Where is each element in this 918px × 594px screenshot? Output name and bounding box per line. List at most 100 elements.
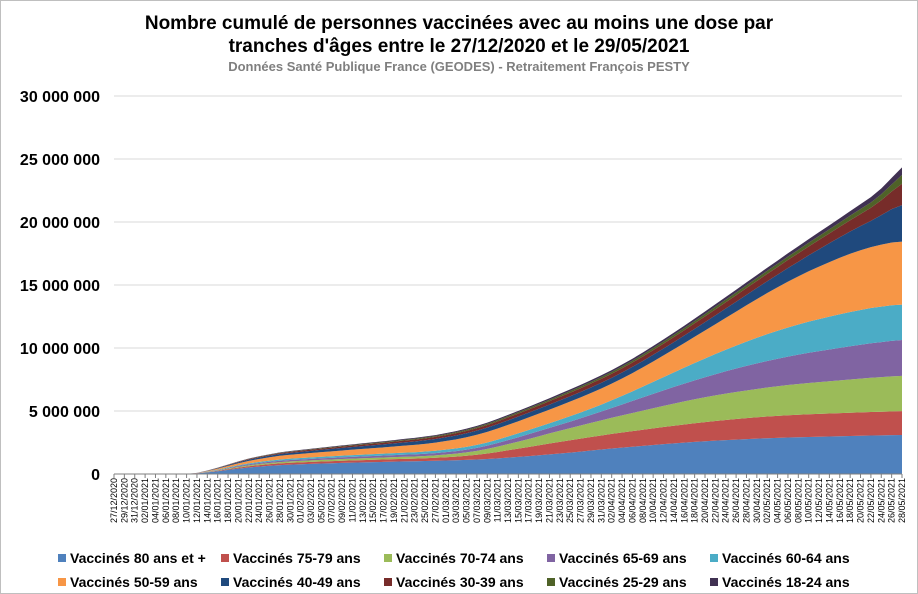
x-tick-label: 30/01/2021 [285, 478, 295, 523]
legend-swatch [221, 554, 229, 562]
legend-swatch [710, 554, 718, 562]
legend-item: Vaccinés 65-69 ans [547, 550, 710, 566]
x-tick-label: 13/02/2021 [358, 478, 368, 523]
x-tick-label: 27/03/2021 [576, 478, 586, 523]
x-tick-label: 20/01/2021 [233, 478, 243, 523]
y-tick-label: 20 000 000 [20, 215, 100, 232]
x-tick-label: 31/03/2021 [596, 478, 606, 523]
y-tick-label: 10 000 000 [20, 341, 100, 358]
x-tick-label: 26/01/2021 [265, 478, 275, 523]
legend-label: Vaccinés 30-39 ans [396, 574, 524, 590]
x-tick-label: 26/04/2021 [731, 478, 741, 523]
x-tick-label: 22/05/2021 [866, 478, 876, 523]
x-tick-label: 24/05/2021 [876, 478, 886, 523]
legend-item: Vaccinés 30-39 ans [384, 574, 547, 590]
x-tick-label: 22/01/2021 [244, 478, 254, 523]
x-tick-label: 16/05/2021 [835, 478, 845, 523]
x-tick-label: 14/04/2021 [669, 478, 679, 523]
x-tick-label: 26/05/2021 [887, 478, 897, 523]
x-tick-label: 13/03/2021 [503, 478, 513, 523]
legend-label: Vaccinés 75-79 ans [233, 550, 361, 566]
x-tick-label: 12/05/2021 [814, 478, 824, 523]
x-tick-label: 04/05/2021 [773, 478, 783, 523]
x-tick-label: 29/03/2021 [586, 478, 596, 523]
legend-label: Vaccinés 50-59 ans [70, 574, 198, 590]
x-tick-label: 07/02/2021 [327, 478, 337, 523]
legend-item: Vaccinés 25-29 ans [547, 574, 710, 590]
x-tick-label: 19/02/2021 [389, 478, 399, 523]
chart-legend: Vaccinés 80 ans et + Vaccinés 75-79 ans … [58, 546, 908, 594]
x-tick-label: 24/04/2021 [721, 478, 731, 523]
x-tick-label: 30/04/2021 [752, 478, 762, 523]
x-tick-label: 02/05/2021 [762, 478, 772, 523]
x-tick-label: 14/01/2021 [202, 478, 212, 523]
series-area [114, 411, 902, 474]
x-tick-label: 12/01/2021 [192, 478, 202, 523]
x-tick-label: 17/02/2021 [379, 478, 389, 523]
x-tick-label: 21/02/2021 [399, 478, 409, 523]
x-tick-label: 08/05/2021 [793, 478, 803, 523]
legend-row: Vaccinés 50-59 ans Vaccinés 40-49 ans Va… [58, 570, 908, 594]
x-tick-label: 11/03/2021 [493, 478, 503, 522]
legend-item: Vaccinés 75-79 ans [221, 550, 384, 566]
legend-swatch [58, 578, 66, 586]
x-tick-label: 01/02/2021 [296, 478, 306, 523]
x-tick-label: 25/02/2021 [420, 478, 430, 523]
x-tick-label: 07/03/2021 [472, 478, 482, 523]
x-tick-label: 03/03/2021 [451, 478, 461, 523]
legend-swatch [710, 578, 718, 586]
chart-subtitle: Données Santé Publique France (GEODES) -… [228, 59, 690, 74]
y-tick-label: 15 000 000 [20, 278, 100, 295]
x-tick-label: 18/01/2021 [223, 478, 233, 523]
series-area [114, 241, 902, 474]
x-tick-label: 20/05/2021 [856, 478, 866, 523]
x-tick-label: 23/02/2021 [410, 478, 420, 523]
x-tick-label: 02/01/2021 [140, 478, 150, 523]
legend-label: Vaccinés 65-69 ans [559, 550, 687, 566]
x-tick-label: 14/05/2021 [824, 478, 834, 523]
x-tick-label: 15/02/2021 [368, 478, 378, 523]
legend-label: Vaccinés 80 ans et + [70, 550, 206, 566]
legend-item: Vaccinés 40-49 ans [221, 574, 384, 590]
legend-swatch [384, 578, 392, 586]
x-tick-label: 01/03/2021 [441, 478, 451, 523]
legend-swatch [547, 554, 555, 562]
legend-label: Vaccinés 18-24 ans [722, 574, 850, 590]
x-tick-label: 09/03/2021 [482, 478, 492, 523]
x-tick-label: 18/05/2021 [845, 478, 855, 523]
x-tick-label: 19/03/2021 [534, 478, 544, 523]
x-tick-label: 09/02/2021 [337, 478, 347, 523]
y-tick-label: 30 000 000 [20, 89, 100, 106]
legend-item: Vaccinés 50-59 ans [58, 574, 221, 590]
x-tick-label: 16/01/2021 [213, 478, 223, 523]
x-tick-label: 02/04/2021 [607, 478, 617, 523]
y-tick-label: 5 000 000 [29, 404, 100, 421]
x-tick-label: 25/03/2021 [565, 478, 575, 523]
x-tick-label: 10/05/2021 [804, 478, 814, 523]
legend-swatch [221, 578, 229, 586]
x-tick-label: 05/03/2021 [462, 478, 472, 523]
chart-title-line-1: Nombre cumulé de personnes vaccinées ave… [144, 13, 774, 34]
chart-title-line-2: tranches d'âges entre le 27/12/2020 et l… [228, 36, 690, 57]
legend-label: Vaccinés 40-49 ans [233, 574, 361, 590]
x-tick-label: 10/04/2021 [648, 478, 658, 523]
x-tick-label: 22/04/2021 [710, 478, 720, 523]
x-tick-label: 15/03/2021 [513, 478, 523, 523]
legend-row: Vaccinés 80 ans et + Vaccinés 75-79 ans … [58, 546, 908, 570]
legend-label: Vaccinés 70-74 ans [396, 550, 524, 566]
x-tick-label: 06/01/2021 [161, 478, 171, 523]
x-tick-label: 12/04/2021 [659, 478, 669, 523]
x-tick-label: 29/12/2020 [119, 478, 129, 523]
x-tick-label: 05/02/2021 [316, 478, 326, 523]
legend-swatch [58, 554, 66, 562]
x-tick-label: 06/04/2021 [627, 478, 637, 523]
y-tick-label: 25 000 000 [20, 152, 100, 169]
legend-item: Vaccinés 18-24 ans [710, 574, 873, 590]
x-tick-label: 11/02/2021 [347, 478, 357, 522]
x-tick-label: 10/01/2021 [182, 478, 192, 523]
x-tick-label: 06/05/2021 [783, 478, 793, 523]
chart-title: Nombre cumulé de personnes vaccinées ave… [0, 12, 918, 58]
series-area [114, 375, 902, 474]
x-tick-label: 03/02/2021 [306, 478, 316, 523]
x-tick-label: 27/12/2020 [109, 478, 119, 523]
